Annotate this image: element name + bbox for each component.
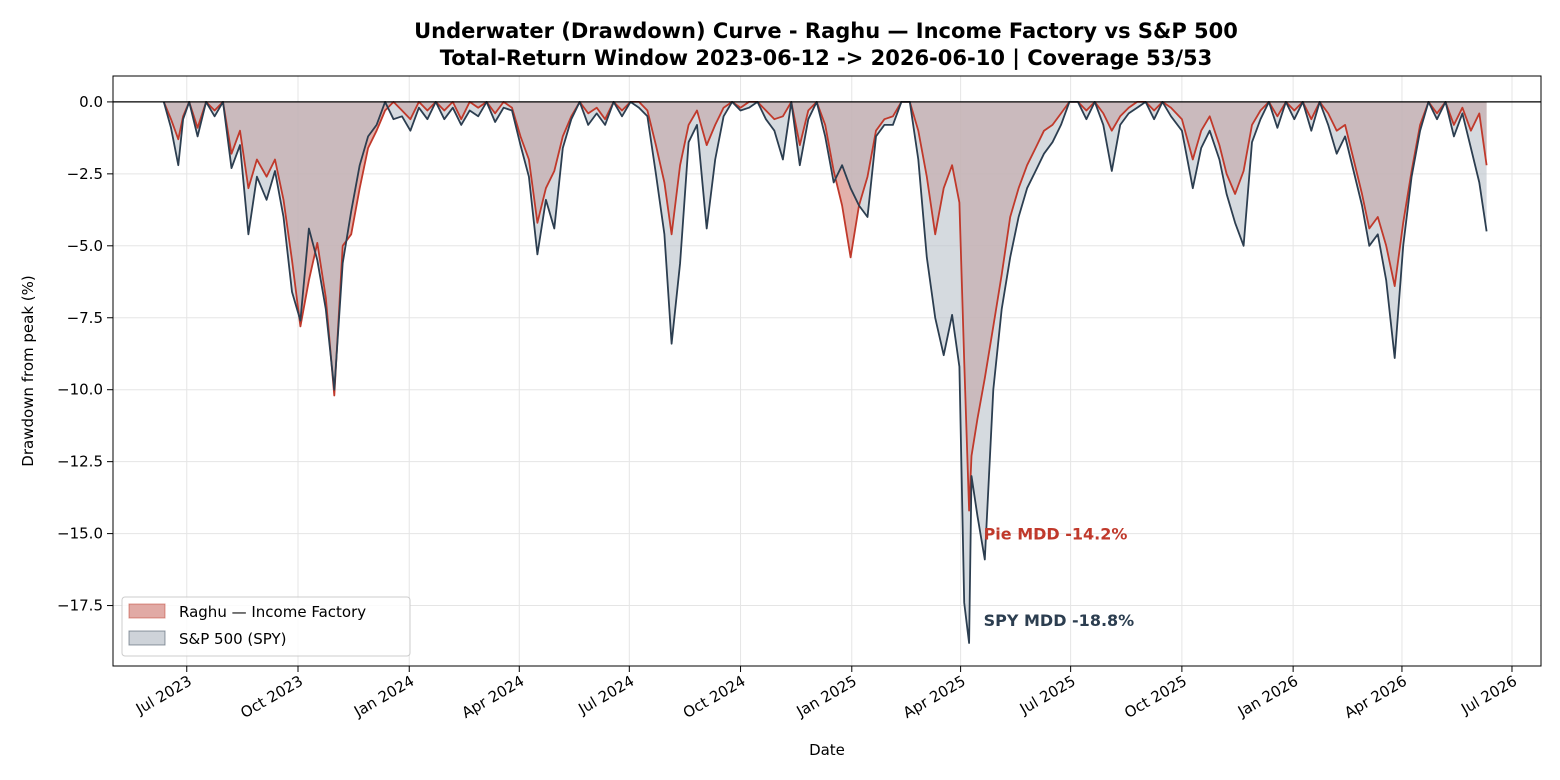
- area-s-p-500-spy: [163, 101, 1487, 643]
- plot-frame: [112, 75, 1542, 667]
- x-tick-label: Jul 2024: [575, 672, 638, 719]
- legend-swatch-raghu: [128, 603, 166, 619]
- x-tick-label: Jan 2026: [1234, 672, 1301, 721]
- line-raghu-income-factory: [162, 101, 1488, 512]
- x-tick-label: Jan 2024: [350, 672, 417, 721]
- y-tick-label: −12.5: [57, 453, 103, 471]
- area-raghu-income-factory: [163, 101, 1487, 511]
- y-tick-label: −10.0: [57, 381, 103, 399]
- legend-label-spy: S&P 500 (SPY): [179, 630, 287, 648]
- y-tick-label: −15.0: [57, 525, 103, 543]
- x-tick-label: Apr 2024: [459, 672, 528, 722]
- annotation-spy-mdd-18-8: SPY MDD -18.8%: [984, 611, 1135, 630]
- y-tick-label: −17.5: [57, 597, 103, 615]
- legend-box: [121, 596, 411, 657]
- line-s-p-500-spy: [162, 101, 1488, 644]
- y-tick-label: −5.0: [67, 237, 103, 255]
- x-tick-label: Apr 2026: [1341, 672, 1410, 722]
- x-tick-label: Oct 2025: [1121, 672, 1190, 722]
- y-tick-label: −2.5: [67, 165, 103, 183]
- y-axis-label: Drawdown from peak (%): [19, 275, 37, 466]
- x-axis-ticks: Jul 2023 Oct 2023 Jan 2024 Apr 2024 Jul 2024…: [132, 666, 1520, 722]
- x-tick-label: Apr 2025: [900, 672, 969, 722]
- legend-label-raghu: Raghu — Income Factory: [179, 603, 366, 621]
- x-tick-label: Jul 2023: [132, 672, 195, 719]
- y-tick-label: −7.5: [67, 309, 103, 327]
- annotation-pie-mdd-14-2: Pie MDD -14.2%: [984, 525, 1128, 544]
- chart-title: Underwater (Drawdown) Curve - Raghu — In…: [414, 19, 1238, 43]
- x-tick-label: Oct 2024: [680, 672, 749, 722]
- series-areas: [163, 101, 1487, 643]
- x-tick-label: Oct 2023: [237, 672, 306, 722]
- legend: Raghu — Income Factory S&P 500 (SPY): [121, 596, 411, 657]
- annotations: Pie MDD -14.2% SPY MDD -18.8%: [984, 525, 1135, 630]
- x-tick-label: Jan 2025: [793, 672, 860, 721]
- legend-swatch-spy: [128, 630, 166, 646]
- x-tick-label: Jul 2026: [1457, 672, 1520, 719]
- x-axis-label: Date: [809, 741, 845, 759]
- y-tick-label: 0.0: [79, 93, 103, 111]
- series-lines: [162, 101, 1488, 644]
- x-tick-label: Jul 2025: [1016, 672, 1079, 719]
- y-axis-ticks: 0.0 −2.5 −5.0 −7.5 −10.0 −12.5 −15.0 −17.5: [57, 93, 113, 615]
- chart-subtitle: Total-Return Window 2023-06-12 -> 2026-0…: [440, 46, 1212, 71]
